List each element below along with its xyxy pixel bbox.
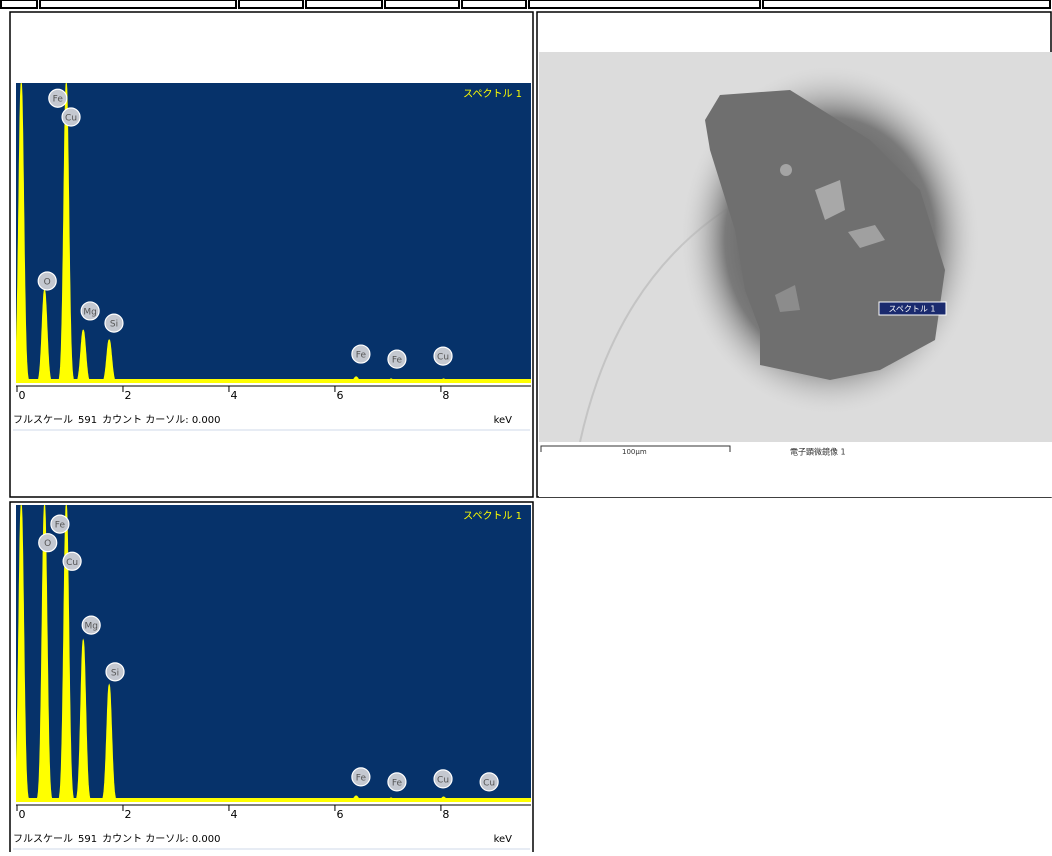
- element-marker: [105, 662, 125, 682]
- element-marker: [387, 349, 407, 369]
- peak: [346, 376, 366, 383]
- element-label: Fe: [55, 521, 66, 531]
- x-tick-label: 6: [336, 808, 343, 821]
- sem-footer: [539, 442, 1052, 497]
- peak: [346, 795, 366, 802]
- element-label: Cu: [66, 558, 78, 568]
- element-marker: [433, 769, 453, 789]
- element-marker: [38, 533, 58, 553]
- footer-part: カウント カーソル: 0.000: [102, 833, 220, 845]
- x-tick-label: 6: [336, 389, 343, 402]
- plot-area: [16, 505, 531, 802]
- scale-bar: [540, 445, 731, 452]
- spectrum: [16, 83, 531, 383]
- element-marker: [48, 88, 68, 108]
- baseline: [16, 379, 531, 383]
- element-label: Mg: [84, 622, 97, 632]
- peak: [434, 796, 454, 802]
- spot-label: スペクトル 1: [888, 305, 935, 314]
- element-marker: [80, 301, 100, 321]
- peak: [56, 505, 76, 802]
- element-label: Cu: [437, 775, 449, 785]
- peak: [381, 797, 401, 802]
- x-tick-label: 4: [230, 808, 237, 821]
- image-caption: 電子顕微鏡像 1: [790, 447, 846, 457]
- element-label: Fe: [392, 778, 403, 788]
- element-label: Cu: [483, 778, 495, 788]
- unit-label: keV: [494, 415, 513, 426]
- element-label: O: [44, 539, 51, 549]
- peak: [99, 339, 119, 383]
- x-tick-label: 8: [442, 808, 449, 821]
- peak: [73, 638, 93, 802]
- sem-image: [539, 52, 1052, 442]
- scale-label: 100μm: [622, 448, 647, 456]
- element-marker: [37, 271, 57, 291]
- x-tick-label: 8: [442, 389, 449, 402]
- spectrum: [16, 505, 531, 802]
- peak: [479, 798, 499, 802]
- x-tick-label: 0: [19, 808, 26, 821]
- element-marker: [61, 107, 81, 127]
- element-label: Cu: [65, 114, 77, 124]
- element-marker: [387, 772, 407, 792]
- element-marker: [351, 767, 371, 787]
- element-label: O: [44, 277, 51, 287]
- element-label: Fe: [356, 773, 367, 783]
- peak: [35, 288, 55, 383]
- element-label: Cu: [437, 353, 449, 363]
- footer: フルスケール 591 カウント カーソル: 0.000: [13, 833, 220, 845]
- element-label: Fe: [53, 95, 64, 105]
- element-marker: [479, 772, 499, 792]
- x-tick-label: 4: [230, 389, 237, 402]
- element-label: Si: [111, 668, 119, 678]
- x-tick-label: 0: [19, 389, 26, 402]
- peak: [16, 505, 31, 802]
- footer-part: 591: [78, 415, 97, 426]
- plot-area: [16, 83, 531, 383]
- peak: [99, 683, 119, 802]
- unit-label: keV: [494, 834, 513, 845]
- element-marker: [50, 514, 70, 534]
- peak: [16, 83, 31, 383]
- peak: [434, 378, 454, 383]
- element-label: Si: [110, 320, 118, 330]
- element-marker: [81, 615, 101, 635]
- spectrum-title: スペクトル 1: [463, 510, 522, 522]
- peak: [56, 83, 76, 383]
- element-marker: [104, 313, 124, 333]
- peak: [73, 329, 93, 383]
- element-marker: [62, 551, 82, 571]
- peak: [35, 505, 55, 802]
- element-label: Fe: [356, 351, 367, 361]
- peak: [381, 378, 401, 383]
- element-label: Mg: [83, 307, 96, 317]
- element-marker: [351, 344, 371, 364]
- header-row: [0, 0, 1051, 9]
- spectrum-title: スペクトル 1: [463, 88, 522, 100]
- spot-box: [878, 301, 947, 316]
- footer: フルスケール 591 カウント カーソル: 0.000: [13, 414, 220, 426]
- baseline: [16, 798, 531, 802]
- footer-part: フルスケール: [13, 414, 73, 426]
- element-marker: [433, 346, 453, 366]
- footer-part: 591: [78, 834, 97, 845]
- element-label: Fe: [392, 356, 403, 366]
- footer-part: フルスケール: [13, 833, 73, 845]
- footer-part: カウント カーソル: 0.000: [102, 414, 220, 426]
- x-tick-label: 2: [124, 808, 131, 821]
- x-tick-label: 2: [124, 389, 131, 402]
